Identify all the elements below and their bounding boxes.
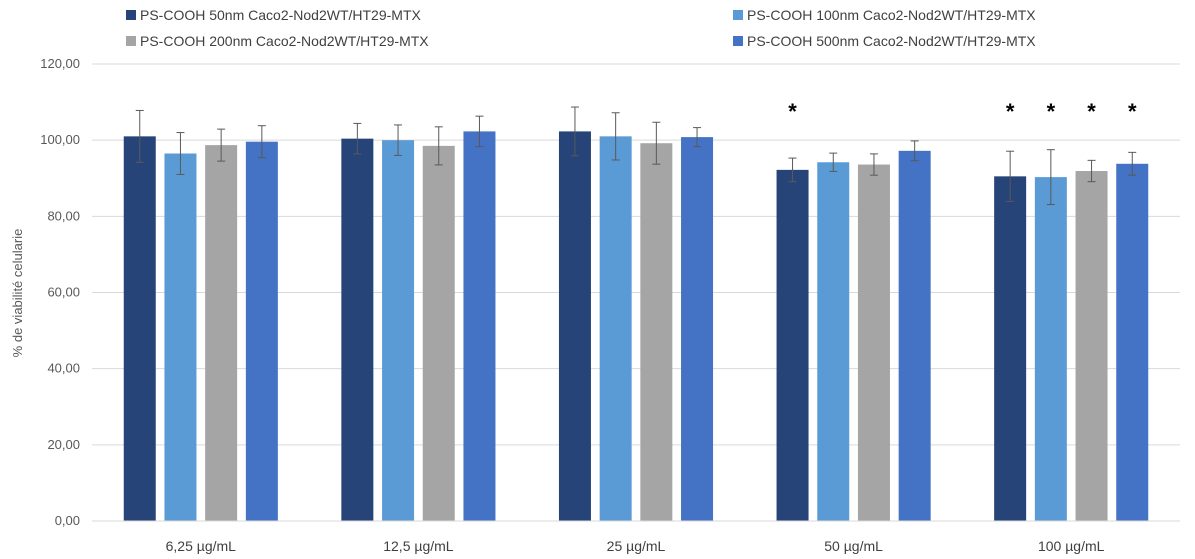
bar bbox=[681, 137, 714, 521]
y-tick-label: 120,00 bbox=[40, 56, 80, 71]
y-tick-label: 0,00 bbox=[55, 513, 80, 528]
x-category-label: 12,5 µg/mL bbox=[383, 538, 454, 554]
legend-swatch bbox=[126, 36, 136, 46]
y-tick-label: 80,00 bbox=[47, 208, 80, 223]
legend-swatch bbox=[733, 36, 743, 46]
bar bbox=[1075, 171, 1108, 521]
error-bars bbox=[135, 106, 1137, 206]
bar bbox=[382, 140, 415, 521]
y-tick-label: 20,00 bbox=[47, 437, 80, 452]
bar bbox=[898, 150, 931, 521]
y-tick-label: 100,00 bbox=[40, 132, 80, 147]
y-axis-title: % de viabilité celularie bbox=[10, 229, 25, 358]
x-category-label: 25 µg/mL bbox=[607, 538, 666, 554]
significance-star: * bbox=[1047, 99, 1056, 124]
significance-star: * bbox=[1128, 99, 1137, 124]
bar bbox=[994, 176, 1027, 522]
x-category-label: 50 µg/mL bbox=[824, 538, 883, 554]
significance-star: * bbox=[1006, 99, 1015, 124]
significance-markers: * * * * * bbox=[788, 99, 1137, 124]
bar bbox=[164, 153, 197, 521]
bar bbox=[817, 162, 850, 521]
bar bbox=[599, 136, 632, 521]
legend-label: PS-COOH 500nm Caco2-Nod2WT/HT29-MTX bbox=[747, 33, 1036, 49]
legend-swatch bbox=[733, 10, 743, 20]
bar bbox=[422, 145, 455, 522]
bar bbox=[1116, 163, 1149, 522]
bar bbox=[857, 164, 890, 522]
y-tick-label: 60,00 bbox=[47, 285, 80, 300]
bar bbox=[341, 138, 374, 522]
bar bbox=[1034, 177, 1067, 522]
legend-swatch bbox=[126, 10, 136, 20]
bars bbox=[123, 131, 1149, 522]
bar bbox=[640, 143, 673, 522]
bar bbox=[205, 145, 238, 521]
y-axis-ticks: 0,00 20,00 40,00 60,00 80,00 100,00 120,00 bbox=[40, 56, 80, 528]
significance-star: * bbox=[788, 99, 797, 124]
x-axis-categories: 6,25 µg/mL 12,5 µg/mL 25 µg/mL 50 µg/mL 100 … bbox=[166, 538, 1105, 554]
bar bbox=[123, 136, 156, 521]
bar bbox=[776, 169, 809, 521]
legend-label: PS-COOH 100nm Caco2-Nod2WT/HT29-MTX bbox=[747, 7, 1036, 23]
x-category-label: 6,25 µg/mL bbox=[166, 538, 237, 554]
legend-label: PS-COOH 200nm Caco2-Nod2WT/HT29-MTX bbox=[140, 33, 429, 49]
significance-star: * bbox=[1087, 99, 1096, 124]
legend-label: PS-COOH 50nm Caco2-Nod2WT/HT29-MTX bbox=[140, 7, 422, 23]
bar bbox=[463, 131, 496, 521]
bar bbox=[558, 131, 591, 521]
y-tick-label: 40,00 bbox=[47, 361, 80, 376]
bar bbox=[245, 141, 278, 521]
x-category-label: 100 µg/mL bbox=[1038, 538, 1105, 554]
legend: PS-COOH 50nm Caco2-Nod2WT/HT29-MTX PS-COO… bbox=[126, 7, 1036, 49]
